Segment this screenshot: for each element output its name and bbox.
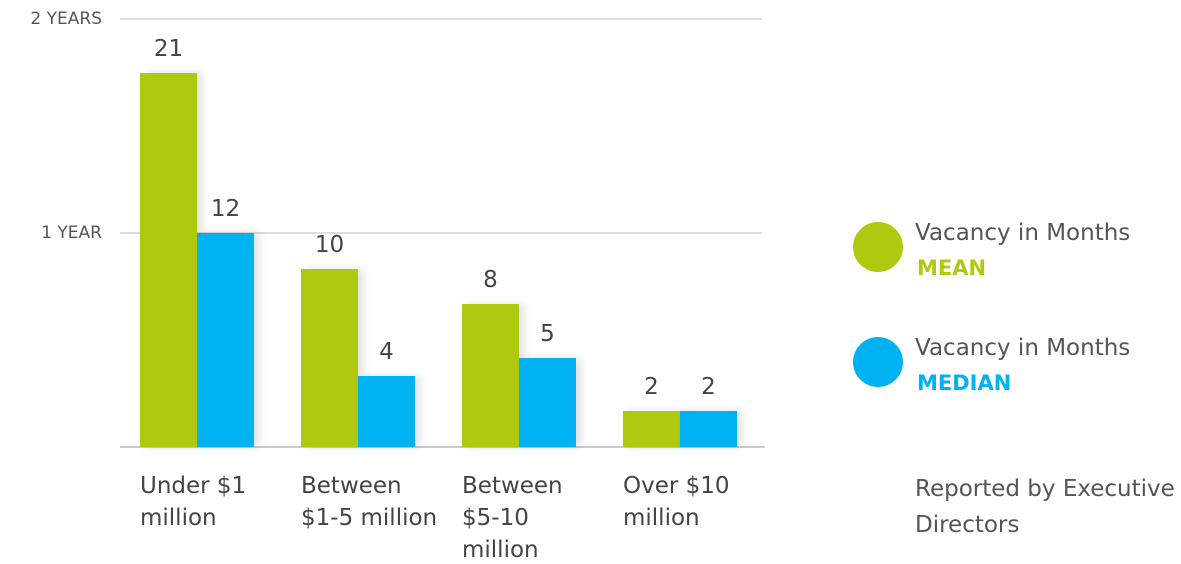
data-label: 8 (483, 267, 498, 294)
data-label: 4 (379, 338, 394, 365)
x-tick-label: Between $1-5 million (301, 473, 438, 531)
data-label: 2 (701, 374, 716, 401)
bar (680, 411, 737, 447)
legend-label: MEAN (917, 256, 987, 280)
bar (519, 357, 576, 447)
bar (623, 411, 680, 447)
bar (197, 233, 254, 447)
grid-line (120, 18, 762, 20)
data-label: 21 (153, 35, 184, 62)
data-label: 10 (314, 231, 345, 258)
bar (140, 72, 197, 447)
bar (301, 268, 358, 447)
legend-title: Vacancy in Months (915, 335, 1131, 361)
x-tick-label: Between $5-10 million (462, 473, 563, 563)
data-label: 5 (540, 320, 555, 347)
x-tick-label: Under $1 million (140, 473, 247, 531)
legend-label: MEDIAN (917, 371, 1012, 395)
grid-line (120, 232, 762, 234)
y-tick-label: 2 YEARS (30, 9, 102, 29)
y-tick-label: 1 YEAR (41, 223, 102, 243)
legend-swatch (853, 222, 903, 272)
note: Reported by Executive Directors (915, 476, 1175, 538)
bar (462, 304, 519, 447)
bar (358, 375, 415, 447)
legend-title: Vacancy in Months (915, 220, 1131, 246)
data-label: 2 (644, 374, 659, 401)
x-tick-label: Over $10 million (623, 473, 730, 531)
x-axis-line (120, 446, 765, 448)
legend-swatch (853, 337, 903, 387)
data-label: 12 (210, 196, 241, 222)
